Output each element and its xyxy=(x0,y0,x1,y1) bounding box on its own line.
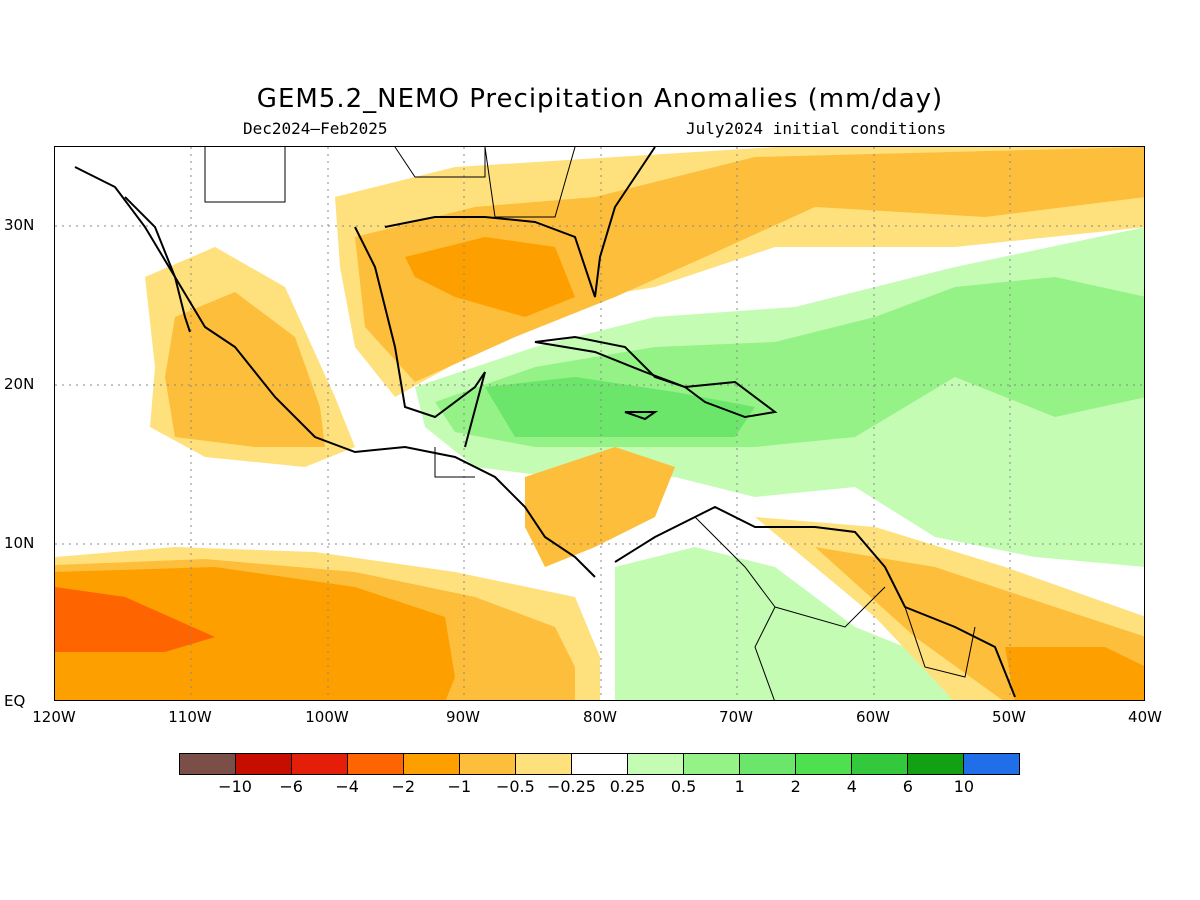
legend-swatch xyxy=(740,754,796,774)
map-canvas xyxy=(55,147,1144,700)
lat-label: EQ xyxy=(4,692,26,710)
legend-swatch xyxy=(180,754,236,774)
legend-label: −1 xyxy=(447,777,472,796)
lon-label: 50W xyxy=(992,708,1026,726)
legend-swatch xyxy=(404,754,460,774)
legend-label: 0.5 xyxy=(670,777,697,796)
legend-swatch xyxy=(628,754,684,774)
legend-label: −6 xyxy=(279,777,303,796)
gulf-dry-core xyxy=(405,237,575,317)
legend-label: −0.25 xyxy=(546,777,596,796)
initial-conditions-label: July2024 initial conditions xyxy=(686,119,947,138)
lon-label: 80W xyxy=(583,708,617,726)
legend-swatch xyxy=(572,754,628,774)
legend-label: 1 xyxy=(734,777,745,796)
legend-swatch xyxy=(908,754,964,774)
lon-label: 40W xyxy=(1128,708,1162,726)
legend-label: 10 xyxy=(953,777,975,796)
legend-swatch xyxy=(236,754,292,774)
legend-swatch xyxy=(964,754,1019,774)
lon-label: 70W xyxy=(719,708,753,726)
legend-swatch xyxy=(348,754,404,774)
legend-label: 4 xyxy=(846,777,857,796)
legend-swatch xyxy=(684,754,740,774)
legend-swatch xyxy=(460,754,516,774)
lon-label: 60W xyxy=(856,708,890,726)
lon-label: 110W xyxy=(168,708,212,726)
legend-label: 0.25 xyxy=(609,777,646,796)
lon-label: 90W xyxy=(446,708,480,726)
color-legend xyxy=(179,753,1020,775)
lat-label: 20N xyxy=(4,375,35,393)
guiana-dry-core xyxy=(1005,647,1144,700)
legend-label: 6 xyxy=(902,777,913,796)
legend-label: −10 xyxy=(218,777,252,796)
central-america-dry xyxy=(525,447,675,567)
gulf-dry-mid xyxy=(355,147,1144,382)
coastlines xyxy=(74,147,1016,698)
pacific-dry-inner xyxy=(55,567,455,700)
legend-label: −0.5 xyxy=(495,777,535,796)
lon-label: 100W xyxy=(305,708,349,726)
lat-label: 30N xyxy=(4,216,35,234)
lon-label: 120W xyxy=(32,708,76,726)
anomaly-map xyxy=(54,146,1145,701)
pacific-dry-core xyxy=(55,587,215,652)
chart-title: GEM5.2_NEMO Precipitation Anomalies (mm/… xyxy=(256,84,944,114)
legend-label: −4 xyxy=(335,777,359,796)
legend-swatch xyxy=(292,754,348,774)
legend-swatch xyxy=(516,754,572,774)
season-label: Dec2024–Feb2025 xyxy=(243,119,388,138)
caribbean-wet-core xyxy=(485,377,755,437)
lat-label: 10N xyxy=(4,534,35,552)
legend-label: 2 xyxy=(790,777,801,796)
gridlines xyxy=(55,147,1144,700)
borders xyxy=(204,147,976,700)
legend-label: −2 xyxy=(391,777,416,796)
legend-swatch xyxy=(796,754,852,774)
legend-swatch xyxy=(852,754,908,774)
